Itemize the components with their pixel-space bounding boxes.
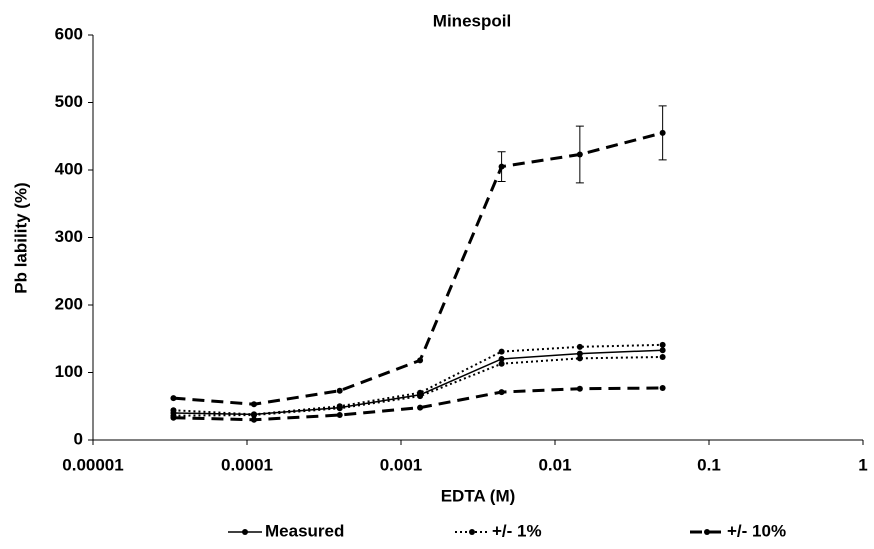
point	[170, 395, 177, 402]
error-bar	[575, 125, 584, 184]
chart-title: Minespoil	[433, 11, 511, 30]
series-line	[173, 343, 663, 416]
point	[659, 353, 666, 360]
point	[250, 412, 257, 419]
point	[336, 387, 343, 394]
point	[336, 405, 343, 412]
point	[659, 385, 666, 392]
point	[576, 350, 583, 357]
point	[498, 348, 505, 355]
point	[659, 341, 666, 348]
legend-marker	[242, 529, 248, 535]
x-tick-label: 1	[858, 455, 867, 474]
y-tick-label: 600	[55, 24, 83, 43]
point	[576, 355, 583, 362]
x-axis-title: EDTA (M)	[441, 486, 516, 505]
legend-label: +/- 10%	[727, 521, 786, 540]
error-bar	[497, 151, 506, 182]
legend-label: +/- 1%	[492, 521, 542, 540]
point	[576, 385, 583, 392]
point	[417, 393, 424, 400]
y-axis-title: Pb lability (%)	[11, 182, 30, 293]
x-tick-label: 0.01	[538, 455, 571, 474]
y-tick-label: 500	[55, 92, 83, 111]
legend-marker	[704, 529, 710, 535]
point	[417, 357, 424, 364]
y-tick-label: 0	[74, 429, 83, 448]
series-line	[173, 131, 664, 406]
legend-label: Measured	[265, 521, 344, 540]
point	[170, 414, 177, 421]
point	[170, 407, 177, 414]
x-tick-label: 0.0001	[221, 455, 273, 474]
x-tick-label: 0.001	[380, 455, 423, 474]
x-tick-label: 0.00001	[62, 455, 123, 474]
point	[498, 360, 505, 367]
x-tick-label: 0.1	[697, 455, 721, 474]
legend-marker	[469, 529, 475, 535]
point	[498, 389, 505, 396]
point	[417, 404, 424, 411]
point	[498, 356, 505, 362]
point	[250, 401, 257, 408]
y-tick-label: 300	[55, 227, 83, 246]
y-tick-label: 100	[55, 362, 83, 381]
y-tick-label: 200	[55, 294, 83, 313]
point	[659, 347, 666, 354]
point	[250, 416, 257, 423]
point	[576, 343, 583, 350]
point	[336, 412, 343, 419]
y-tick-label: 400	[55, 159, 83, 178]
error-bar	[658, 105, 667, 161]
